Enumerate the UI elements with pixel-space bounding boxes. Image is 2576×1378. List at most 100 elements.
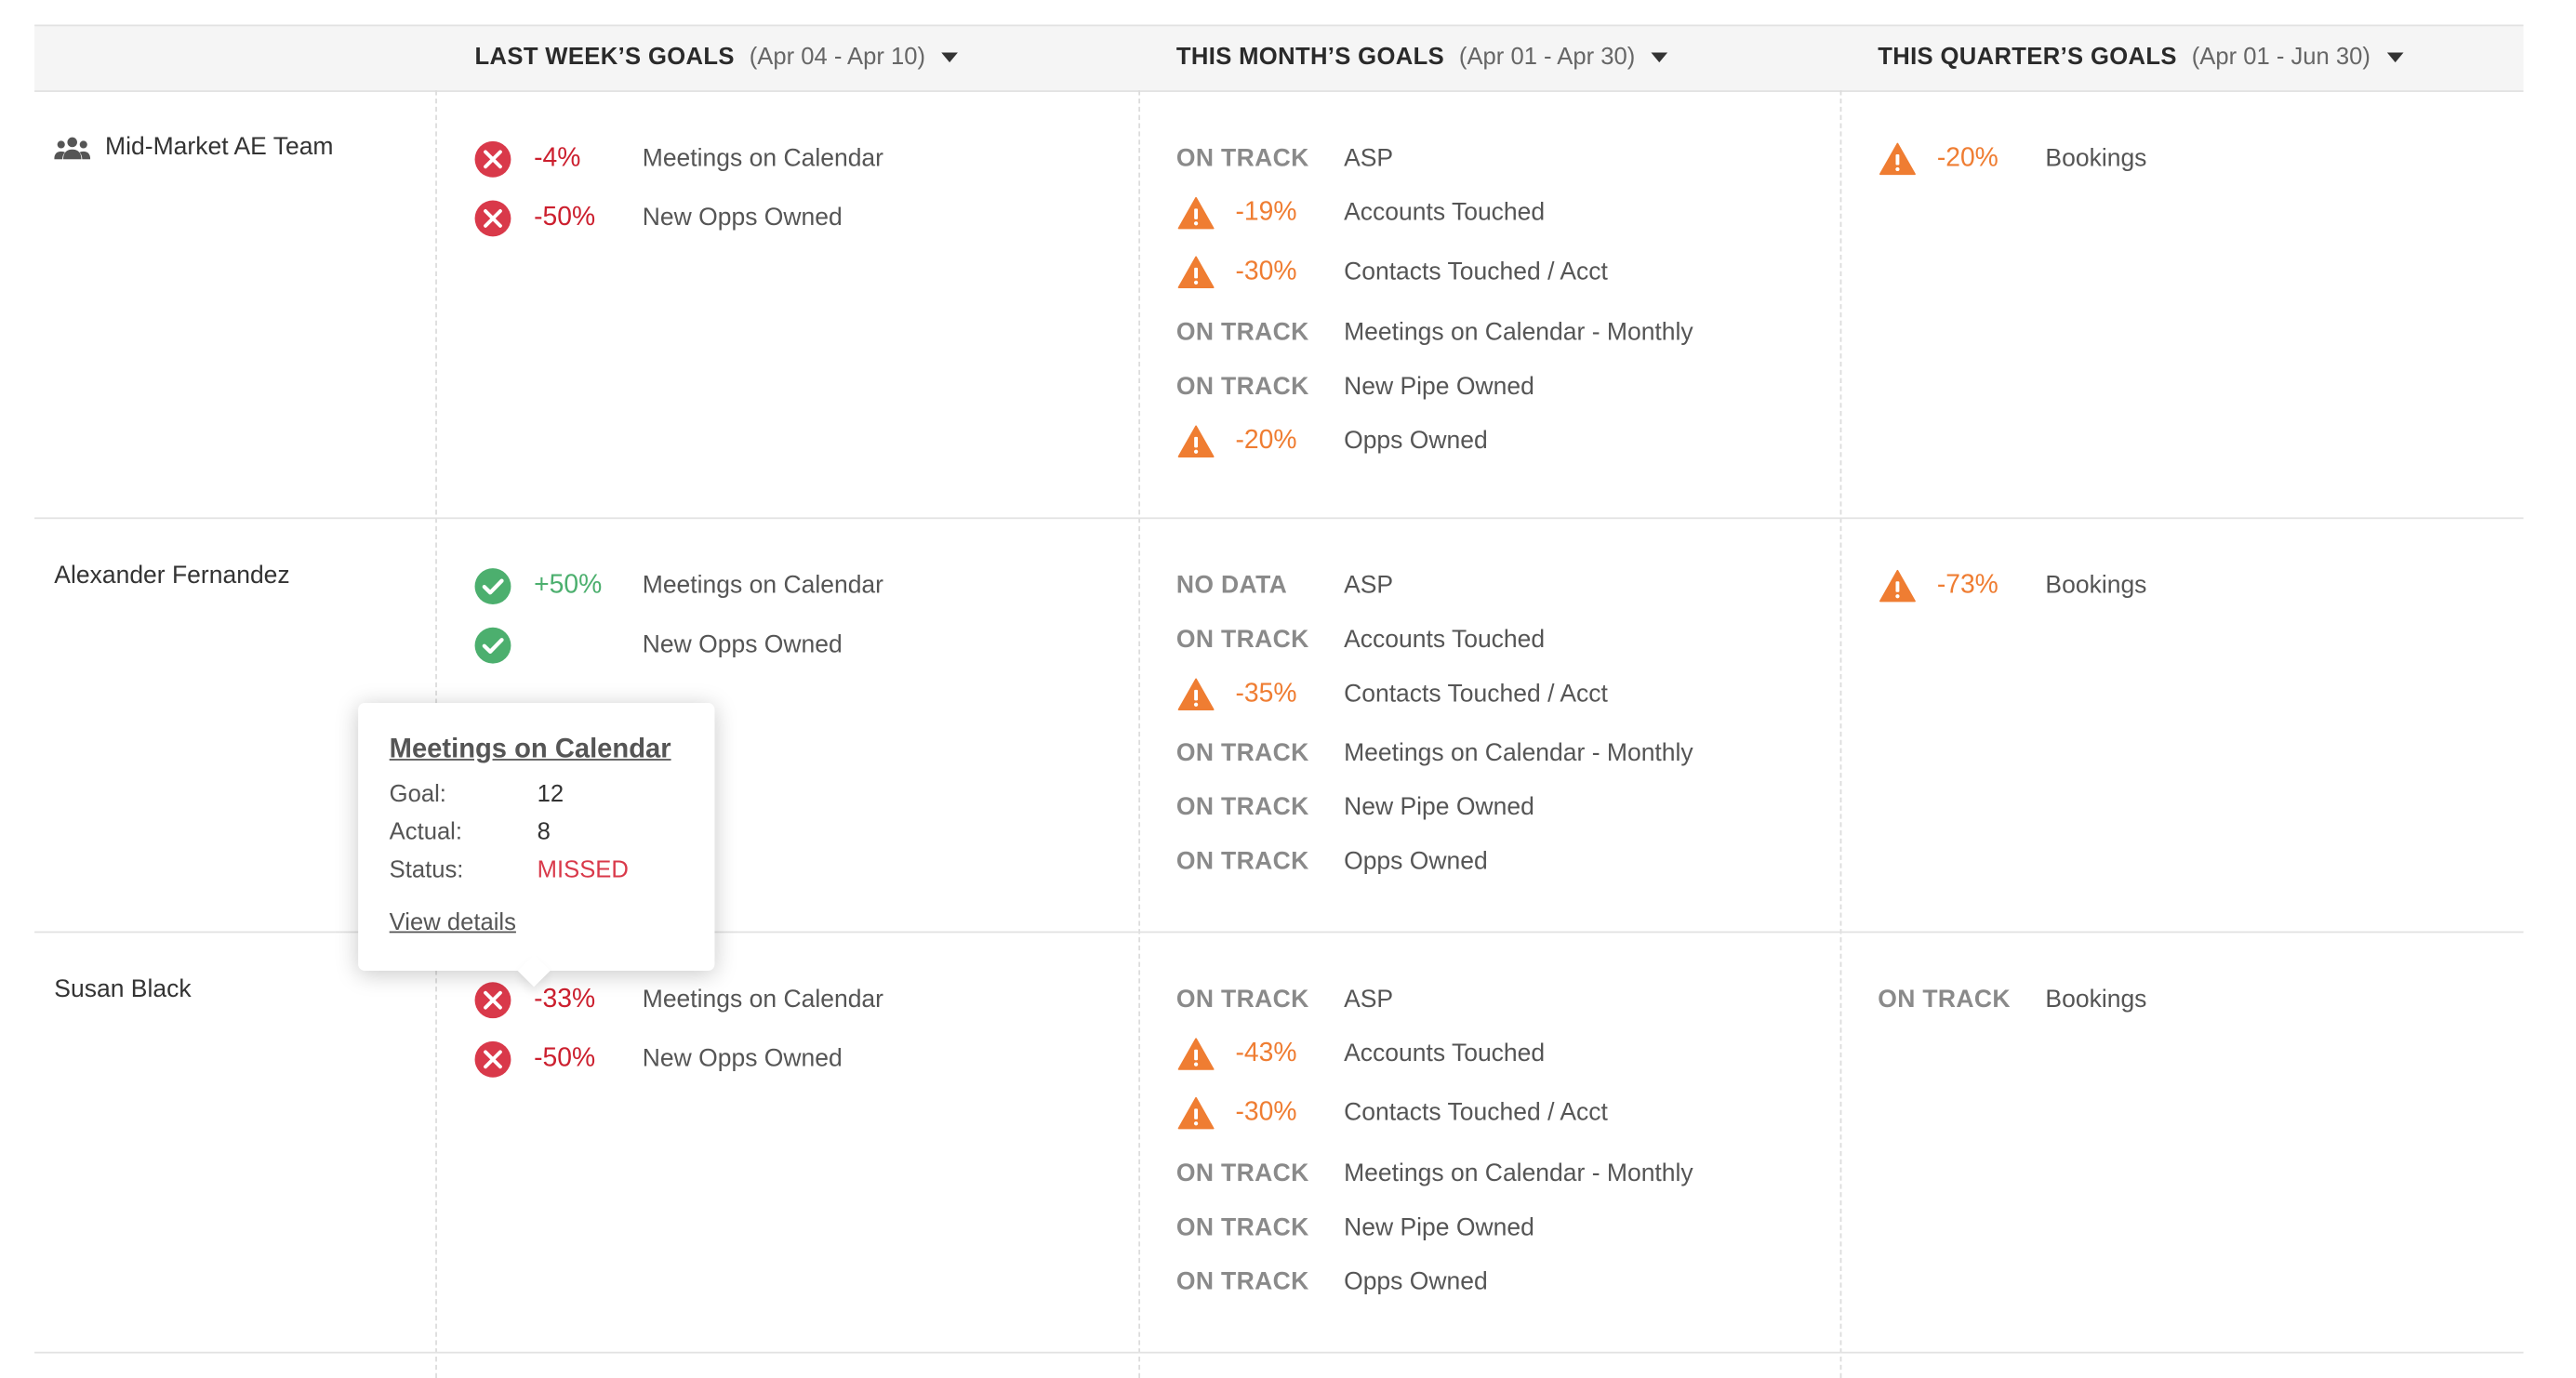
view-details-link[interactable]: View details bbox=[389, 909, 516, 936]
goal-name: Opps Owned bbox=[1344, 1267, 1488, 1296]
goal-variance: -20% bbox=[1235, 427, 1297, 456]
goal-name: New Pipe Owned bbox=[1344, 372, 1534, 402]
row-label[interactable]: Susan Black bbox=[54, 975, 191, 1003]
goal-status-text: ON TRACK bbox=[1175, 318, 1309, 347]
goal-name: Accounts Touched bbox=[1344, 625, 1546, 655]
column-header-quarter[interactable]: THIS QUARTER’S GOALS (Apr 01 - Jun 30) bbox=[1878, 24, 2404, 88]
tooltip-title[interactable]: Meetings on Calendar bbox=[389, 734, 671, 764]
goal-name: Opps Owned bbox=[1344, 847, 1488, 876]
goal-name: Meetings on Calendar bbox=[642, 144, 884, 173]
x-circle-icon bbox=[473, 139, 512, 179]
goal-status-text: ON TRACK bbox=[1175, 144, 1309, 173]
warning-triangle-icon bbox=[1176, 253, 1215, 292]
goal-status-text: ON TRACK bbox=[1175, 1267, 1309, 1296]
goal-name: New Pipe Owned bbox=[1344, 793, 1534, 822]
tooltip-goal-value: 12 bbox=[537, 781, 564, 809]
check-circle-icon bbox=[473, 626, 512, 665]
row-divider bbox=[34, 517, 2524, 520]
warning-triangle-icon bbox=[1878, 139, 1917, 179]
goal-status-text: ON TRACK bbox=[1175, 847, 1309, 876]
goal-variance: -19% bbox=[1235, 198, 1297, 227]
x-circle-icon bbox=[473, 1040, 512, 1079]
warning-triangle-icon bbox=[1878, 566, 1917, 605]
goal-name: Contacts Touched / Acct bbox=[1344, 1098, 1608, 1127]
column-title: THIS QUARTER’S GOALS bbox=[1878, 43, 2177, 71]
goal-name: New Opps Owned bbox=[642, 204, 843, 232]
column-range: (Apr 04 - Apr 10) bbox=[749, 43, 926, 71]
goal-variance: -43% bbox=[1235, 1040, 1297, 1068]
row-label[interactable]: Alexander Fernandez bbox=[54, 562, 289, 590]
row-label-text: Susan Black bbox=[54, 975, 192, 1004]
goal-name: Opps Owned bbox=[1344, 427, 1488, 456]
goal-status-text: NO DATA bbox=[1175, 571, 1288, 600]
x-circle-icon bbox=[473, 981, 512, 1020]
tooltip-actual-label: Actual: bbox=[389, 819, 463, 846]
tooltip-actual-value: 8 bbox=[537, 819, 551, 846]
column-divider bbox=[1839, 90, 1842, 1378]
goal-variance: -20% bbox=[1936, 144, 1998, 173]
goal-variance: -73% bbox=[1936, 571, 1998, 600]
goal-variance: -50% bbox=[534, 1044, 596, 1073]
column-divider bbox=[1138, 90, 1141, 1378]
table-header bbox=[34, 24, 2524, 92]
column-title: LAST WEEK’S GOALS bbox=[474, 43, 735, 71]
goal-variance: +50% bbox=[534, 571, 603, 600]
row-divider bbox=[34, 1351, 2524, 1354]
column-header-month[interactable]: THIS MONTH’S GOALS (Apr 01 - Apr 30) bbox=[1176, 24, 1668, 88]
column-range: (Apr 01 - Jun 30) bbox=[2191, 43, 2370, 71]
warning-triangle-icon bbox=[1176, 675, 1215, 714]
x-circle-icon bbox=[473, 199, 512, 238]
goal-status-text: ON TRACK bbox=[1175, 625, 1309, 655]
caret-down-icon[interactable] bbox=[1651, 51, 1668, 62]
goal-status-text: ON TRACK bbox=[1878, 985, 2011, 1014]
goal-name: Meetings on Calendar - Monthly bbox=[1344, 738, 1693, 767]
goal-name: New Opps Owned bbox=[642, 1044, 843, 1073]
goal-name: Bookings bbox=[2045, 144, 2147, 173]
goal-name: Meetings on Calendar - Monthly bbox=[1344, 1159, 1693, 1188]
goal-name: Meetings on Calendar bbox=[642, 571, 884, 600]
goal-name: Contacts Touched / Acct bbox=[1344, 258, 1608, 286]
row-label[interactable]: Mid-Market AE Team bbox=[54, 133, 334, 161]
row-label-text: Alexander Fernandez bbox=[54, 562, 290, 590]
goal-name: ASP bbox=[1344, 144, 1394, 173]
goal-variance: -4% bbox=[534, 144, 581, 173]
goal-name: Bookings bbox=[2045, 571, 2147, 600]
column-header-week[interactable]: LAST WEEK’S GOALS (Apr 04 - Apr 10) bbox=[475, 24, 959, 88]
goal-name: Meetings on Calendar bbox=[642, 985, 884, 1014]
caret-down-icon[interactable] bbox=[941, 51, 959, 62]
warning-triangle-icon bbox=[1176, 193, 1215, 232]
goal-name: Meetings on Calendar - Monthly bbox=[1344, 318, 1693, 347]
warning-triangle-icon bbox=[1176, 1093, 1215, 1133]
goal-name: Accounts Touched bbox=[1344, 1040, 1546, 1068]
goal-status-text: ON TRACK bbox=[1175, 372, 1309, 402]
check-circle-icon bbox=[473, 566, 512, 605]
goal-name: New Opps Owned bbox=[642, 630, 843, 659]
goal-tooltip: Meetings on Calendar Goal: 12 Actual: 8 … bbox=[358, 703, 715, 971]
goal-variance: -30% bbox=[1235, 1098, 1297, 1127]
goal-status-text: ON TRACK bbox=[1175, 793, 1309, 822]
row-divider bbox=[34, 931, 2524, 934]
goal-status-text: ON TRACK bbox=[1175, 738, 1309, 767]
goal-name: Contacts Touched / Acct bbox=[1344, 680, 1608, 709]
goal-status-text: ON TRACK bbox=[1175, 1213, 1309, 1242]
column-title: THIS MONTH’S GOALS bbox=[1175, 43, 1445, 71]
goal-variance: -30% bbox=[1235, 258, 1297, 286]
goal-status-text: ON TRACK bbox=[1175, 1159, 1309, 1188]
team-icon bbox=[54, 136, 91, 159]
column-range: (Apr 01 - Apr 30) bbox=[1458, 43, 1636, 71]
tooltip-goal-label: Goal: bbox=[389, 781, 446, 809]
tooltip-status-label: Status: bbox=[389, 857, 464, 884]
warning-triangle-icon bbox=[1176, 1035, 1215, 1074]
goal-status-text: ON TRACK bbox=[1175, 985, 1309, 1014]
caret-down-icon[interactable] bbox=[2386, 51, 2404, 62]
goal-name: New Pipe Owned bbox=[1344, 1213, 1534, 1242]
goal-name: Accounts Touched bbox=[1344, 198, 1546, 227]
goal-name: ASP bbox=[1344, 571, 1394, 600]
goal-variance: -33% bbox=[534, 985, 596, 1014]
warning-triangle-icon bbox=[1176, 422, 1215, 461]
goal-variance: -35% bbox=[1235, 680, 1297, 709]
goal-variance: -50% bbox=[534, 204, 596, 232]
goal-name: ASP bbox=[1344, 985, 1394, 1014]
tooltip-status-value: MISSED bbox=[537, 857, 629, 884]
